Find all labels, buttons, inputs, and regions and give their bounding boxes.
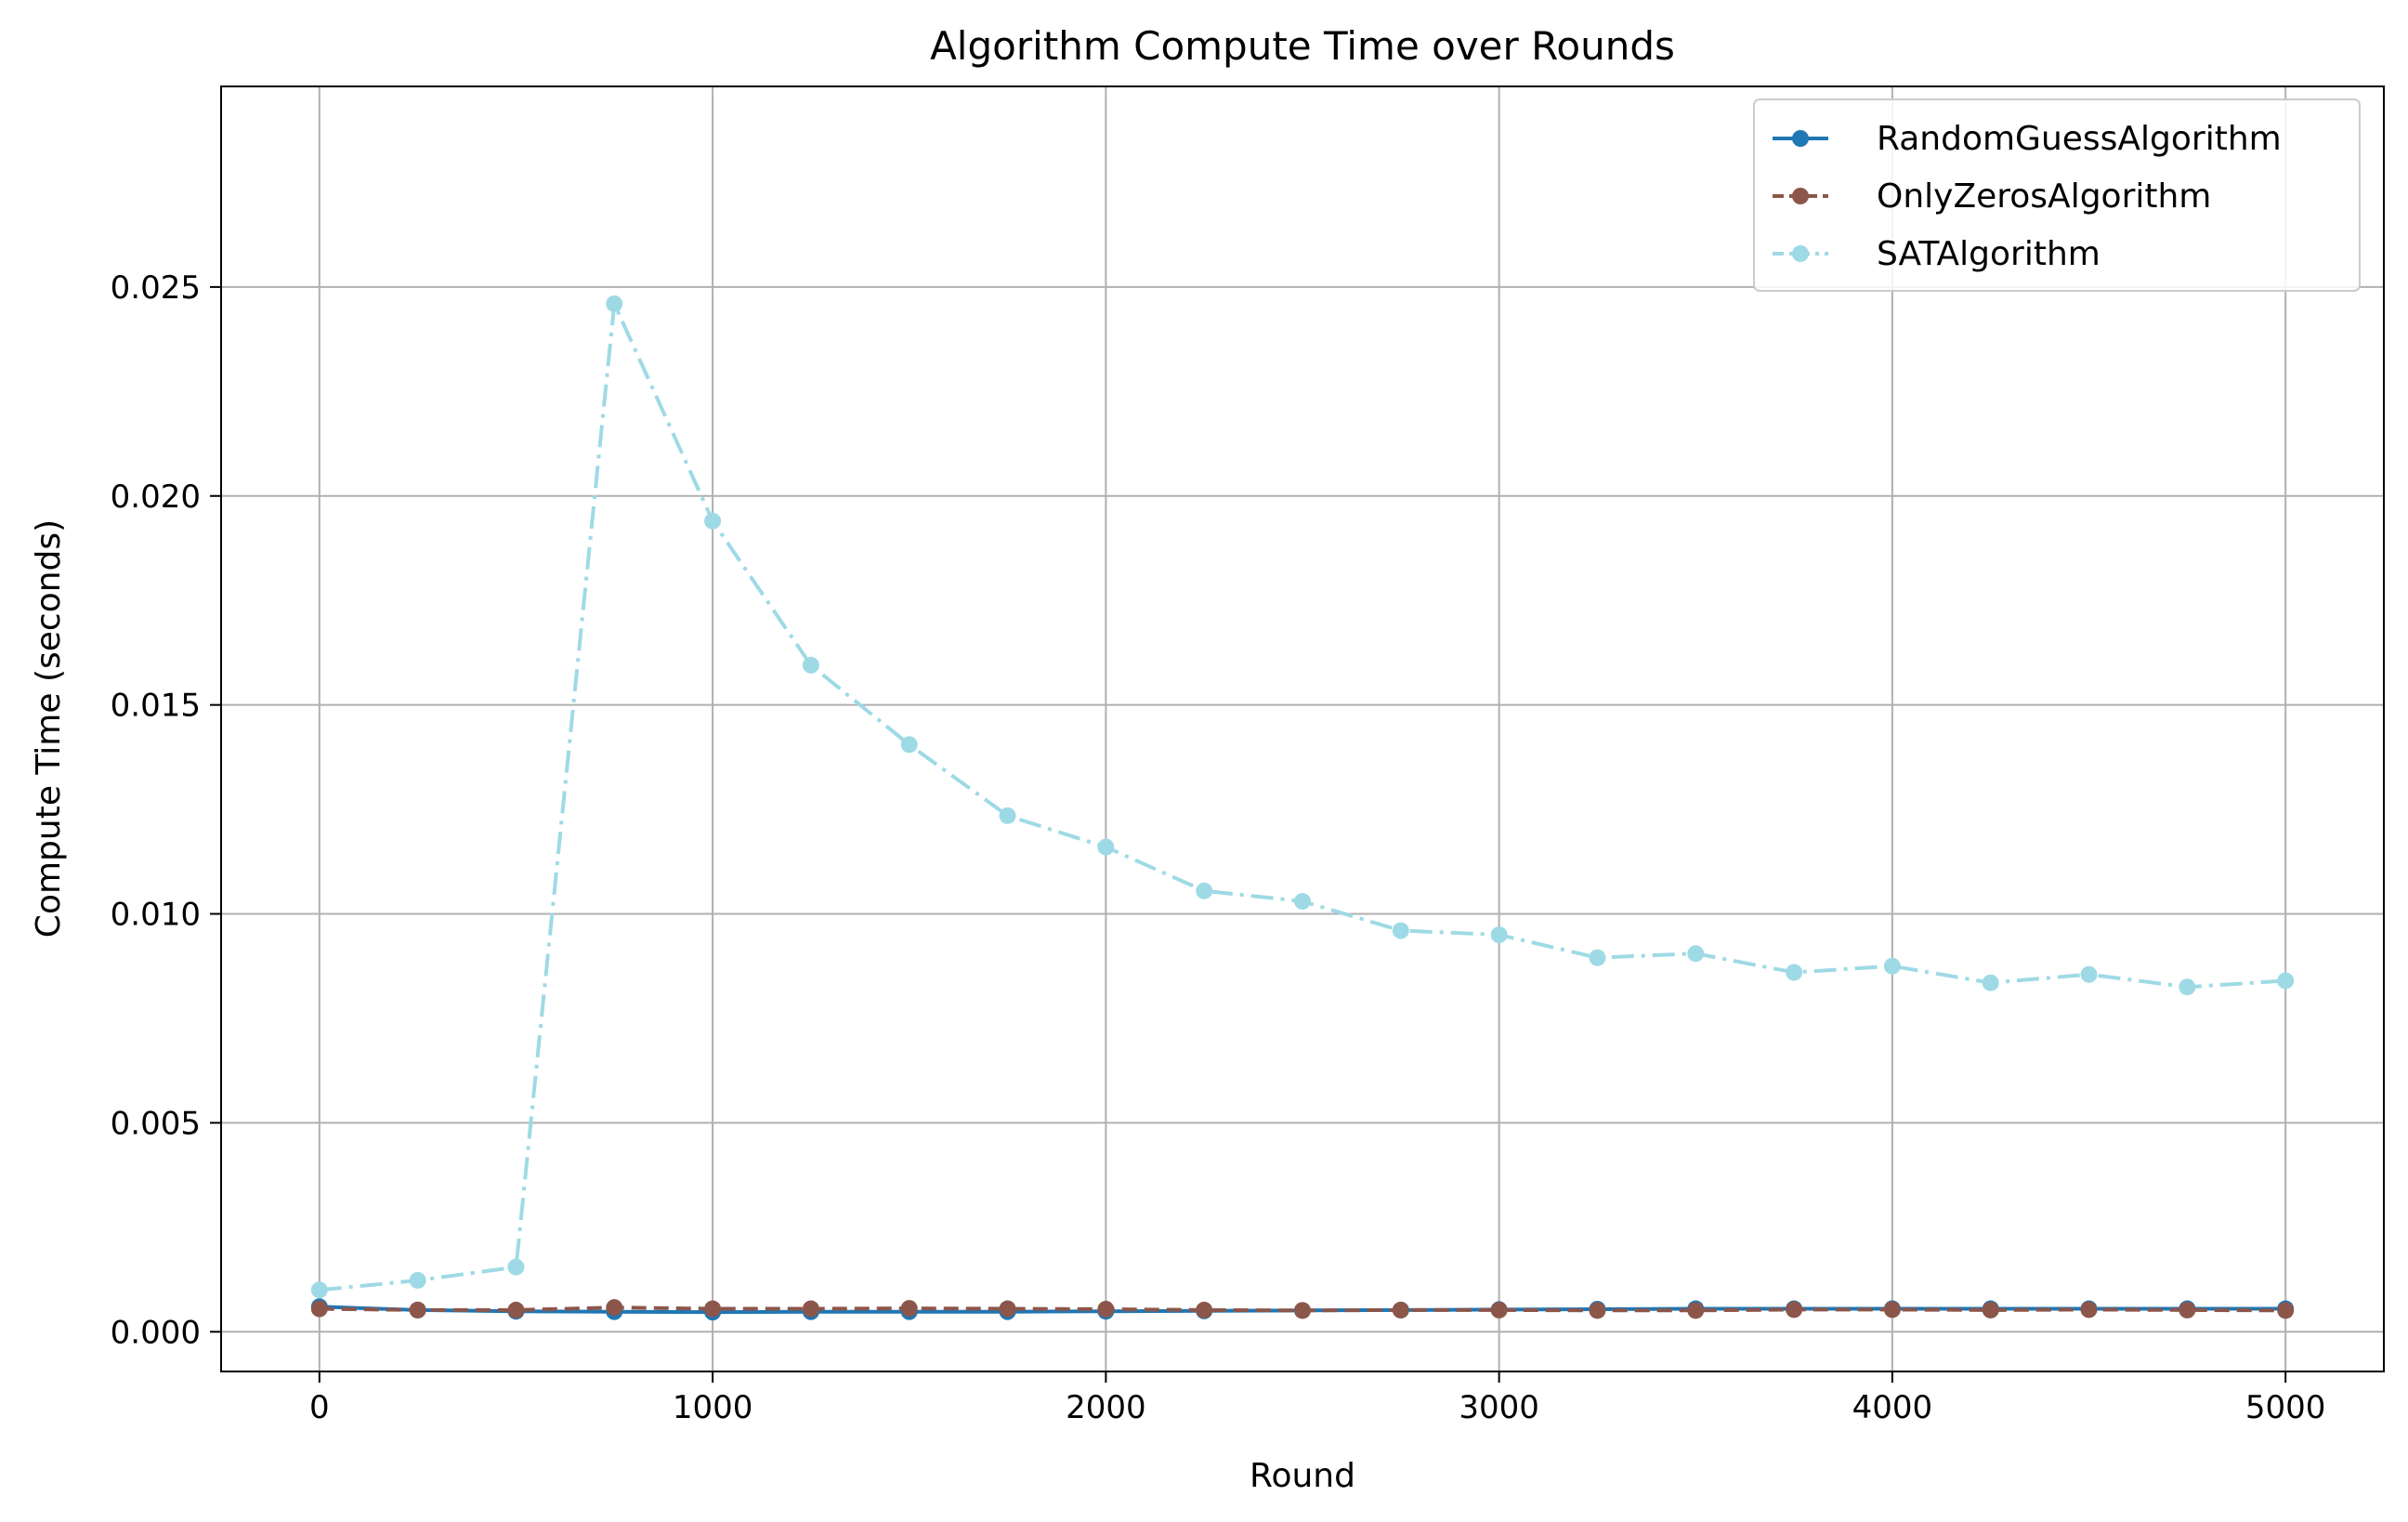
- data-point: [1589, 949, 1606, 966]
- data-point: [2277, 972, 2295, 990]
- data-point: [1490, 1301, 1508, 1319]
- data-point: [1294, 1302, 1311, 1319]
- legend-marker: [1792, 130, 1809, 147]
- data-point: [1490, 926, 1508, 944]
- data-point: [704, 1300, 722, 1318]
- series-layer: [310, 295, 2295, 1321]
- y-tick-label: 0.025: [111, 269, 201, 307]
- y-axis-label: Compute Time (seconds): [30, 519, 68, 938]
- data-point: [2179, 978, 2196, 996]
- legend-item: OnlyZerosAlgorithm: [1773, 177, 2211, 216]
- y-tick-label: 0.000: [111, 1314, 201, 1351]
- data-point: [1786, 964, 1803, 981]
- data-point: [310, 1281, 328, 1299]
- legend-label: OnlyZerosAlgorithm: [1877, 177, 2211, 216]
- y-tick-label: 0.020: [111, 479, 201, 516]
- data-point: [606, 295, 623, 312]
- x-tick-label: 4000: [1852, 1389, 1933, 1426]
- legend-label: SATAlgorithm: [1877, 235, 2100, 273]
- series-OnlyZerosAlgorithm: [310, 1299, 2295, 1319]
- chart-title: Algorithm Compute Time over Rounds: [930, 23, 1675, 69]
- data-point: [704, 512, 722, 530]
- axis-ticks: 0 1000 2000 3000 4000 5000 0.000 0.005 0.010 0.01…: [111, 269, 2326, 1426]
- data-point: [310, 1300, 328, 1318]
- data-point: [802, 1300, 819, 1318]
- data-point: [2080, 1301, 2098, 1319]
- data-point: [1982, 1301, 1999, 1319]
- data-point: [409, 1301, 426, 1319]
- x-axis-label: Round: [1250, 1457, 1355, 1495]
- legend: RandomGuessAlgorithm OnlyZerosAlgorithm SA…: [1753, 98, 2361, 292]
- y-tick-label: 0.015: [111, 688, 201, 725]
- data-point: [1687, 1302, 1705, 1319]
- data-point: [2080, 965, 2098, 983]
- data-point: [802, 656, 819, 674]
- data-point: [1392, 922, 1409, 939]
- data-point: [507, 1258, 525, 1276]
- data-point: [1196, 882, 1213, 899]
- data-point: [507, 1301, 525, 1319]
- legend-label: RandomGuessAlgorithm: [1877, 120, 2282, 158]
- plot-frame: [220, 85, 2385, 1372]
- data-point: [606, 1299, 623, 1317]
- data-point: [999, 807, 1016, 824]
- data-point: [2277, 1302, 2295, 1319]
- x-tick-label: 5000: [2245, 1389, 2326, 1426]
- data-point: [1392, 1301, 1409, 1319]
- data-point: [1589, 1302, 1606, 1319]
- data-point: [1982, 974, 1999, 991]
- data-point: [1786, 1301, 1803, 1319]
- grid: [221, 86, 2384, 1371]
- y-tick-label: 0.010: [111, 897, 201, 934]
- data-point: [1196, 1301, 1213, 1319]
- x-tick-label: 3000: [1459, 1389, 1539, 1426]
- legend-item: SATAlgorithm: [1773, 235, 2100, 273]
- data-point: [999, 1300, 1016, 1318]
- x-tick-label: 1000: [673, 1389, 753, 1426]
- data-point: [1097, 838, 1115, 856]
- data-point: [2179, 1301, 2196, 1319]
- data-point: [409, 1271, 426, 1289]
- data-point: [1097, 1300, 1115, 1318]
- data-point: [1883, 957, 1901, 975]
- y-tick-label: 0.005: [111, 1105, 201, 1142]
- x-tick-label: 0: [309, 1389, 330, 1426]
- series-SATAlgorithm: [310, 295, 2295, 1299]
- data-point: [900, 1300, 918, 1318]
- x-tick-label: 2000: [1066, 1389, 1146, 1426]
- legend-marker: [1792, 245, 1809, 262]
- data-point: [900, 736, 918, 754]
- legend-box: [1753, 98, 2361, 292]
- data-point: [1687, 945, 1705, 963]
- legend-marker: [1792, 188, 1809, 204]
- data-point: [1883, 1301, 1901, 1319]
- data-point: [1294, 893, 1311, 911]
- legend-item: RandomGuessAlgorithm: [1773, 120, 2282, 158]
